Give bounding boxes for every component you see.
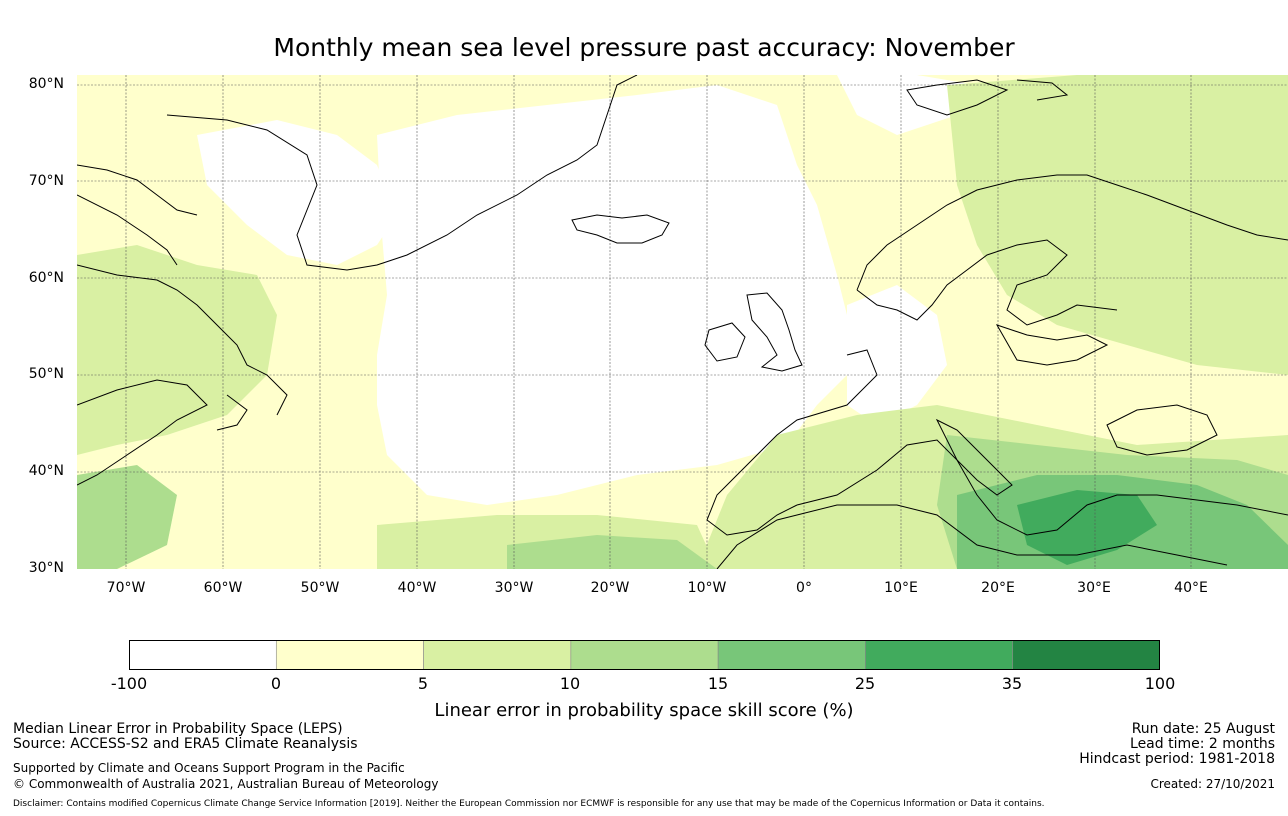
scandinavia-coast xyxy=(856,174,1288,291)
lon-tick-40e: 40°E xyxy=(1174,580,1208,596)
info-support: Supported by Climate and Oceans Support … xyxy=(13,761,405,775)
colorbar-tick: 25 xyxy=(854,674,876,693)
lon-tick-0: 0° xyxy=(796,580,812,596)
colorbar-swatch xyxy=(1012,640,1160,670)
region-skill-5-10-northeast xyxy=(947,75,1288,375)
lon-tick-60w: 60°W xyxy=(203,580,243,596)
iceland-coast xyxy=(571,214,670,244)
region-low-skill-atlantic xyxy=(377,85,847,505)
map-title: Monthly mean sea level pressure past acc… xyxy=(273,33,1015,62)
colorbar-tick: 35 xyxy=(1001,674,1023,693)
region-skill-5-10-west xyxy=(77,245,277,455)
lon-tick-50w: 50°W xyxy=(300,580,340,596)
colorbar-swatch xyxy=(129,640,277,670)
info-lead-time: Lead time: 2 months xyxy=(1130,736,1275,752)
colorbar xyxy=(129,640,1160,670)
lon-tick-30e: 30°E xyxy=(1077,580,1111,596)
lat-tick-80: 80°N xyxy=(28,76,64,92)
colorbar-tick: -100 xyxy=(110,674,148,693)
info-run-date: Run date: 25 August xyxy=(1131,721,1275,737)
lon-tick-20w: 20°W xyxy=(590,580,630,596)
skill-score-map xyxy=(77,75,1288,569)
colorbar-swatch xyxy=(865,640,1014,670)
info-source: Source: ACCESS-S2 and ERA5 Climate Reana… xyxy=(13,736,358,752)
lon-tick-10w: 10°W xyxy=(687,580,727,596)
info-created: Created: 27/10/2021 xyxy=(1150,777,1275,791)
colorbar-swatch xyxy=(275,640,424,670)
colorbar-label: Linear error in probability space skill … xyxy=(434,700,854,721)
lat-tick-70: 70°N xyxy=(28,173,64,189)
coastlines xyxy=(77,75,1288,569)
lon-tick-30w: 30°W xyxy=(494,580,534,596)
lon-tick-20e: 20°E xyxy=(981,580,1015,596)
info-leps: Median Linear Error in Probability Space… xyxy=(13,721,343,737)
disclaimer: Disclaimer: Contains modified Copernicus… xyxy=(13,799,1045,809)
colorbar-swatch xyxy=(717,640,866,670)
colorbar-tick: 10 xyxy=(559,674,581,693)
colorbar-swatch xyxy=(423,640,572,670)
lon-tick-70w: 70°W xyxy=(106,580,146,596)
lon-tick-40w: 40°W xyxy=(397,580,437,596)
lat-tick-50: 50°N xyxy=(28,366,64,382)
lon-tick-10e: 10°E xyxy=(884,580,918,596)
colorbar-tick: 15 xyxy=(707,674,729,693)
region-low-skill-north xyxy=(837,75,977,135)
region-skill-10-15-south xyxy=(507,535,717,569)
colorbar-tick: 5 xyxy=(417,674,429,693)
british-isles-coast xyxy=(746,292,803,372)
lat-tick-40: 40°N xyxy=(28,463,64,479)
lat-tick-30: 30°N xyxy=(28,560,64,576)
colorbar-swatch xyxy=(570,640,719,670)
region-low-skill-greenland xyxy=(197,120,397,265)
lat-tick-60: 60°N xyxy=(28,270,64,286)
colorbar-tick: 100 xyxy=(1144,674,1176,693)
map-gridlines xyxy=(77,75,1288,569)
colorbar-tick: 0 xyxy=(270,674,282,693)
region-low-skill-europe xyxy=(847,285,947,425)
region-skill-10-15-west xyxy=(77,465,177,569)
info-hindcast: Hindcast period: 1981-2018 xyxy=(1079,751,1275,767)
info-copyright: © Commonwealth of Australia 2021, Austra… xyxy=(13,777,439,791)
